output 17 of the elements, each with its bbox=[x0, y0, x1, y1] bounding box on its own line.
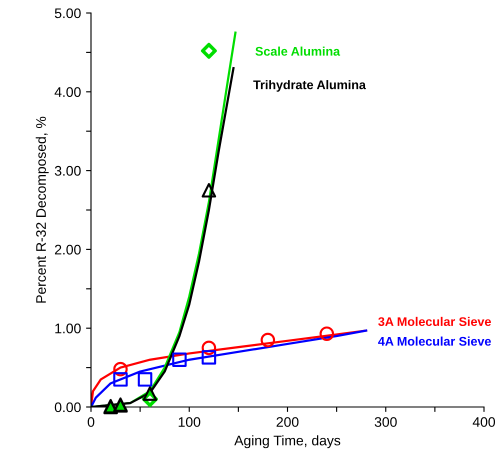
x-tick-label: 200 bbox=[276, 417, 299, 427]
x-tick-label: 400 bbox=[472, 417, 496, 427]
y-tick-label: 0.00 bbox=[54, 402, 81, 412]
y-tick-label: 5.00 bbox=[54, 8, 81, 18]
x-axis-title: Aging Time, days bbox=[234, 435, 340, 448]
series-label: Scale Alumina bbox=[255, 46, 340, 56]
y-tick-label: 3.00 bbox=[54, 166, 81, 176]
x-tick-label: 300 bbox=[374, 417, 397, 427]
series-label: 4A Molecular Sieve bbox=[378, 336, 491, 346]
y-axis-title: Percent R-32 Decomposed, % bbox=[36, 116, 49, 303]
series-label: 3A Molecular Sieve bbox=[378, 316, 491, 326]
y-tick-label: 1.00 bbox=[55, 324, 81, 334]
series-label: Trihydrate Alumina bbox=[253, 80, 366, 92]
y-tick-label: 2.00 bbox=[54, 244, 81, 255]
y-tick-label: 4.00 bbox=[54, 87, 81, 97]
x-tick-label: 0 bbox=[88, 417, 94, 427]
x-tick-label: 100 bbox=[178, 417, 200, 427]
